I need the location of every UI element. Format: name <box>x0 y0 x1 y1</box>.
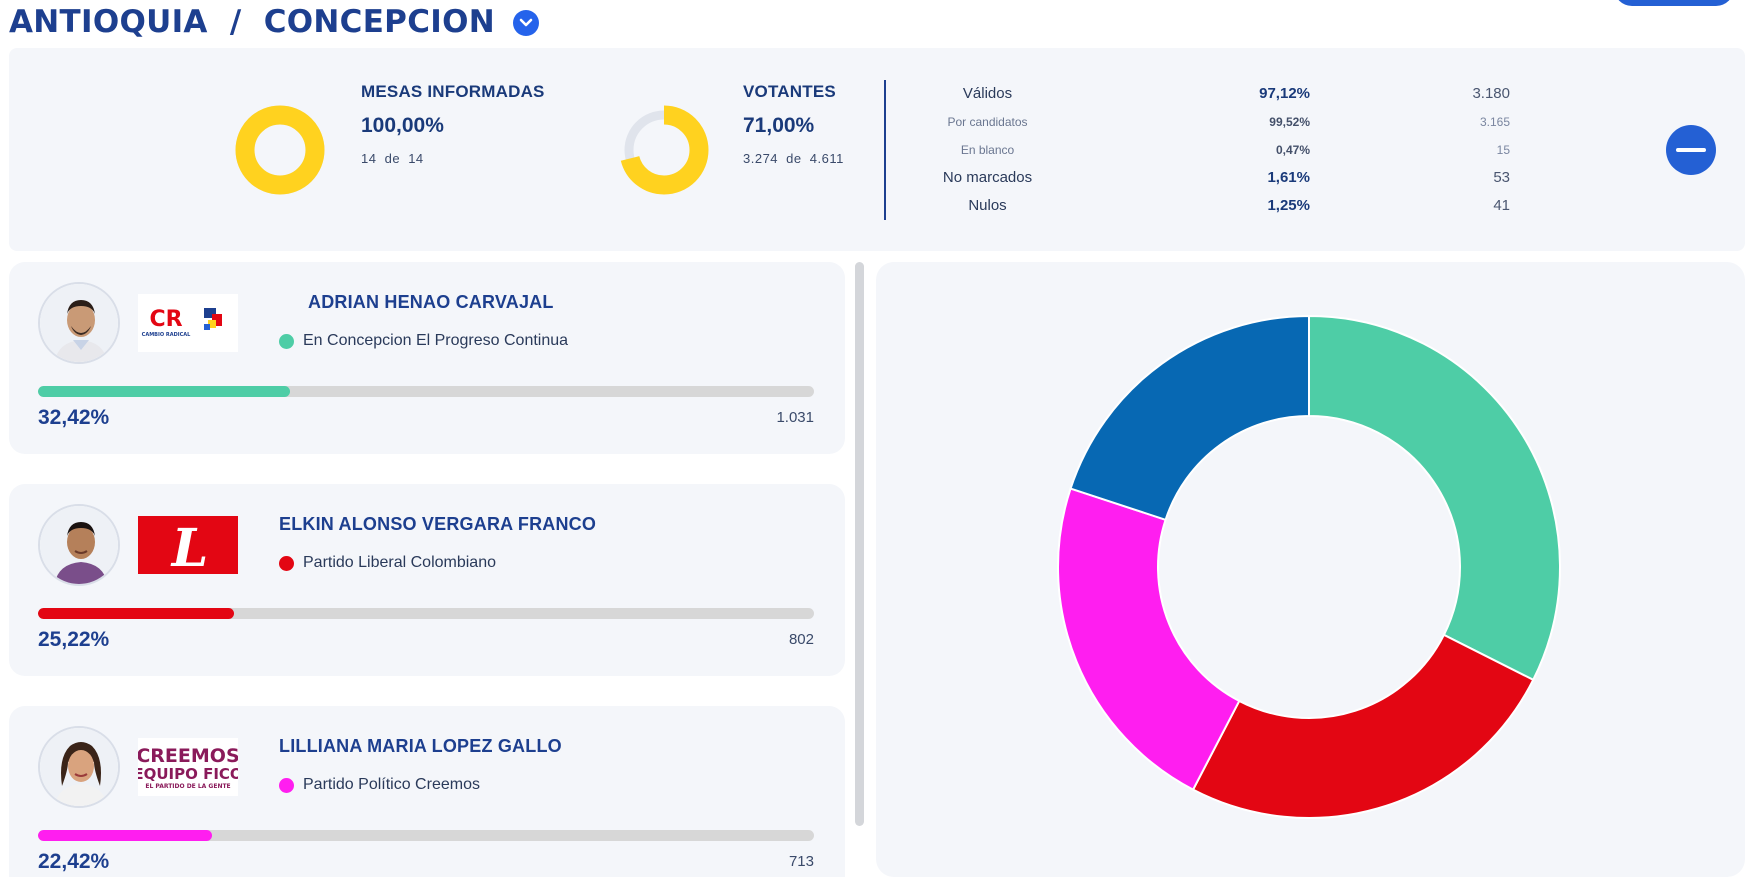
row-label: Nulos <box>968 197 1007 214</box>
page-header: ANTIOQUIA / CONCEPCION <box>9 0 539 44</box>
candidate-percentage: 22,42% <box>38 850 110 873</box>
results-donut-chart <box>1057 314 1561 819</box>
candidate-votes: 713 <box>788 853 814 870</box>
candidate-votes: 1.031 <box>776 409 814 426</box>
candidate-photo <box>38 282 120 364</box>
party-name: En Concepcion El Progreso Continua <box>303 332 569 349</box>
votes-breakdown-table: Válidos 97,12% 3.180 Por candidatos 99,52% 3.… <box>920 80 1510 220</box>
votantes-title: VOTANTES <box>743 82 836 101</box>
mesas-ring <box>235 105 325 195</box>
summary-panel <box>9 48 1745 251</box>
donut-slice-2[interactable] <box>1191 633 1535 819</box>
row-count: 41 <box>1493 197 1510 214</box>
chart-panel <box>876 262 1745 877</box>
svg-text:EL PARTIDO DE LA GENTE: EL PARTIDO DE LA GENTE <box>145 783 230 790</box>
party-name: Partido Político Creemos <box>303 776 480 793</box>
top-action-button[interactable] <box>1614 0 1734 6</box>
votes-breakdown-row: No marcados 1,61% 53 <box>920 164 1510 192</box>
candidate-card[interactable]: CR CAMBIO RADICAL ADRIAN HENAO CARVAJAL … <box>9 262 845 454</box>
mesas-title: MESAS INFORMADAS <box>361 82 545 101</box>
vote-bar-fill <box>38 608 234 619</box>
summary-divider <box>884 80 886 220</box>
candidate-name: ADRIAN HENAO CARVAJAL <box>308 292 554 312</box>
svg-text:CAMBIO RADICAL: CAMBIO RADICAL <box>142 332 191 338</box>
page-title: ANTIOQUIA / CONCEPCION <box>9 4 495 40</box>
votes-breakdown-row: Por candidatos 99,52% 3.165 <box>920 108 1510 136</box>
candidate-card[interactable]: CREEMOS EQUIPO FICO EL PARTIDO DE LA GEN… <box>9 706 845 877</box>
row-percentage: 97,12% <box>1259 85 1310 102</box>
row-count: 3.165 <box>1479 115 1510 129</box>
mesas-pct: 100,00% <box>361 114 444 137</box>
minus-icon <box>1676 148 1706 152</box>
party-name: Partido Liberal Colombiano <box>303 554 496 571</box>
candidate-card[interactable]: L ELKIN ALONSO VERGARA FRANCO Partido Li… <box>9 484 845 676</box>
row-label: No marcados <box>942 169 1033 186</box>
donut-slice-1[interactable] <box>1308 314 1561 682</box>
candidate-name: ELKIN ALONSO VERGARA FRANCO <box>279 514 597 534</box>
candidate-party: Partido Político Creemos <box>279 776 480 794</box>
vote-bar <box>38 386 814 397</box>
row-label: En blanco <box>960 143 1015 157</box>
mesas-ring-fill <box>235 105 325 195</box>
row-label: Válidos <box>962 85 1013 102</box>
creemos-logo: CREEMOS EQUIPO FICO EL PARTIDO DE LA GEN… <box>133 738 243 796</box>
votantes-count: 3.274 de 4.611 <box>743 151 844 166</box>
svg-text:EQUIPO FICO: EQUIPO FICO <box>138 765 238 783</box>
row-label: Por candidatos <box>947 115 1028 129</box>
candidate-party: En Concepcion El Progreso Continua <box>279 332 568 350</box>
candidate-photo <box>38 726 120 808</box>
row-percentage: 1,25% <box>1267 197 1310 214</box>
location-dropdown-button[interactable] <box>513 10 539 36</box>
votantes-ring-fill <box>619 105 709 195</box>
party-color-dot <box>279 333 294 349</box>
collapse-summary-button[interactable] <box>1666 125 1716 175</box>
votantes-pct: 71,00% <box>743 114 815 137</box>
candidate-percentage: 25,22% <box>38 628 110 651</box>
candidate-party: Partido Liberal Colombiano <box>279 554 496 572</box>
row-percentage: 1,61% <box>1267 169 1310 186</box>
vote-bar <box>38 830 814 841</box>
party-color-dot <box>279 555 294 571</box>
vote-bar <box>38 608 814 619</box>
row-percentage: 0,47% <box>1275 143 1310 157</box>
vote-bar-fill <box>38 386 290 397</box>
partido-liberal-logo: L <box>138 516 238 579</box>
vote-bar-fill <box>38 830 212 841</box>
candidate-list-scrollbar[interactable] <box>855 262 864 826</box>
candidate-name: LILLIANA MARIA LOPEZ GALLO <box>279 736 562 756</box>
cambio-radical-logo: CR CAMBIO RADICAL <box>138 294 238 352</box>
row-count: 3.180 <box>1472 85 1510 102</box>
row-count: 53 <box>1493 169 1510 186</box>
candidate-votes: 802 <box>788 631 814 648</box>
svg-text:L: L <box>170 518 209 574</box>
candidate-photo <box>38 504 120 586</box>
mesas-count: 14 de 14 <box>361 151 424 166</box>
mesas-stat: MESAS INFORMADAS 100,00% 14 de 14 <box>361 82 545 166</box>
votantes-ring <box>619 105 709 195</box>
votes-breakdown-row: Nulos 1,25% 41 <box>920 192 1510 220</box>
donut-slice-3[interactable] <box>1057 487 1241 791</box>
votes-breakdown-row: Válidos 97,12% 3.180 <box>920 80 1510 108</box>
row-percentage: 99,52% <box>1269 115 1310 129</box>
svg-text:CR: CR <box>149 307 182 332</box>
svg-text:CREEMOS: CREEMOS <box>138 745 238 767</box>
donut-slice-4[interactable] <box>1069 314 1310 522</box>
chevron-down-icon <box>519 18 533 27</box>
row-count: 15 <box>1496 143 1510 157</box>
votantes-stat: VOTANTES 71,00% 3.274 de 4.611 <box>743 82 844 166</box>
votes-breakdown-row: En blanco 0,47% 15 <box>920 136 1510 164</box>
party-color-dot <box>279 777 294 793</box>
candidate-percentage: 32,42% <box>38 406 110 429</box>
